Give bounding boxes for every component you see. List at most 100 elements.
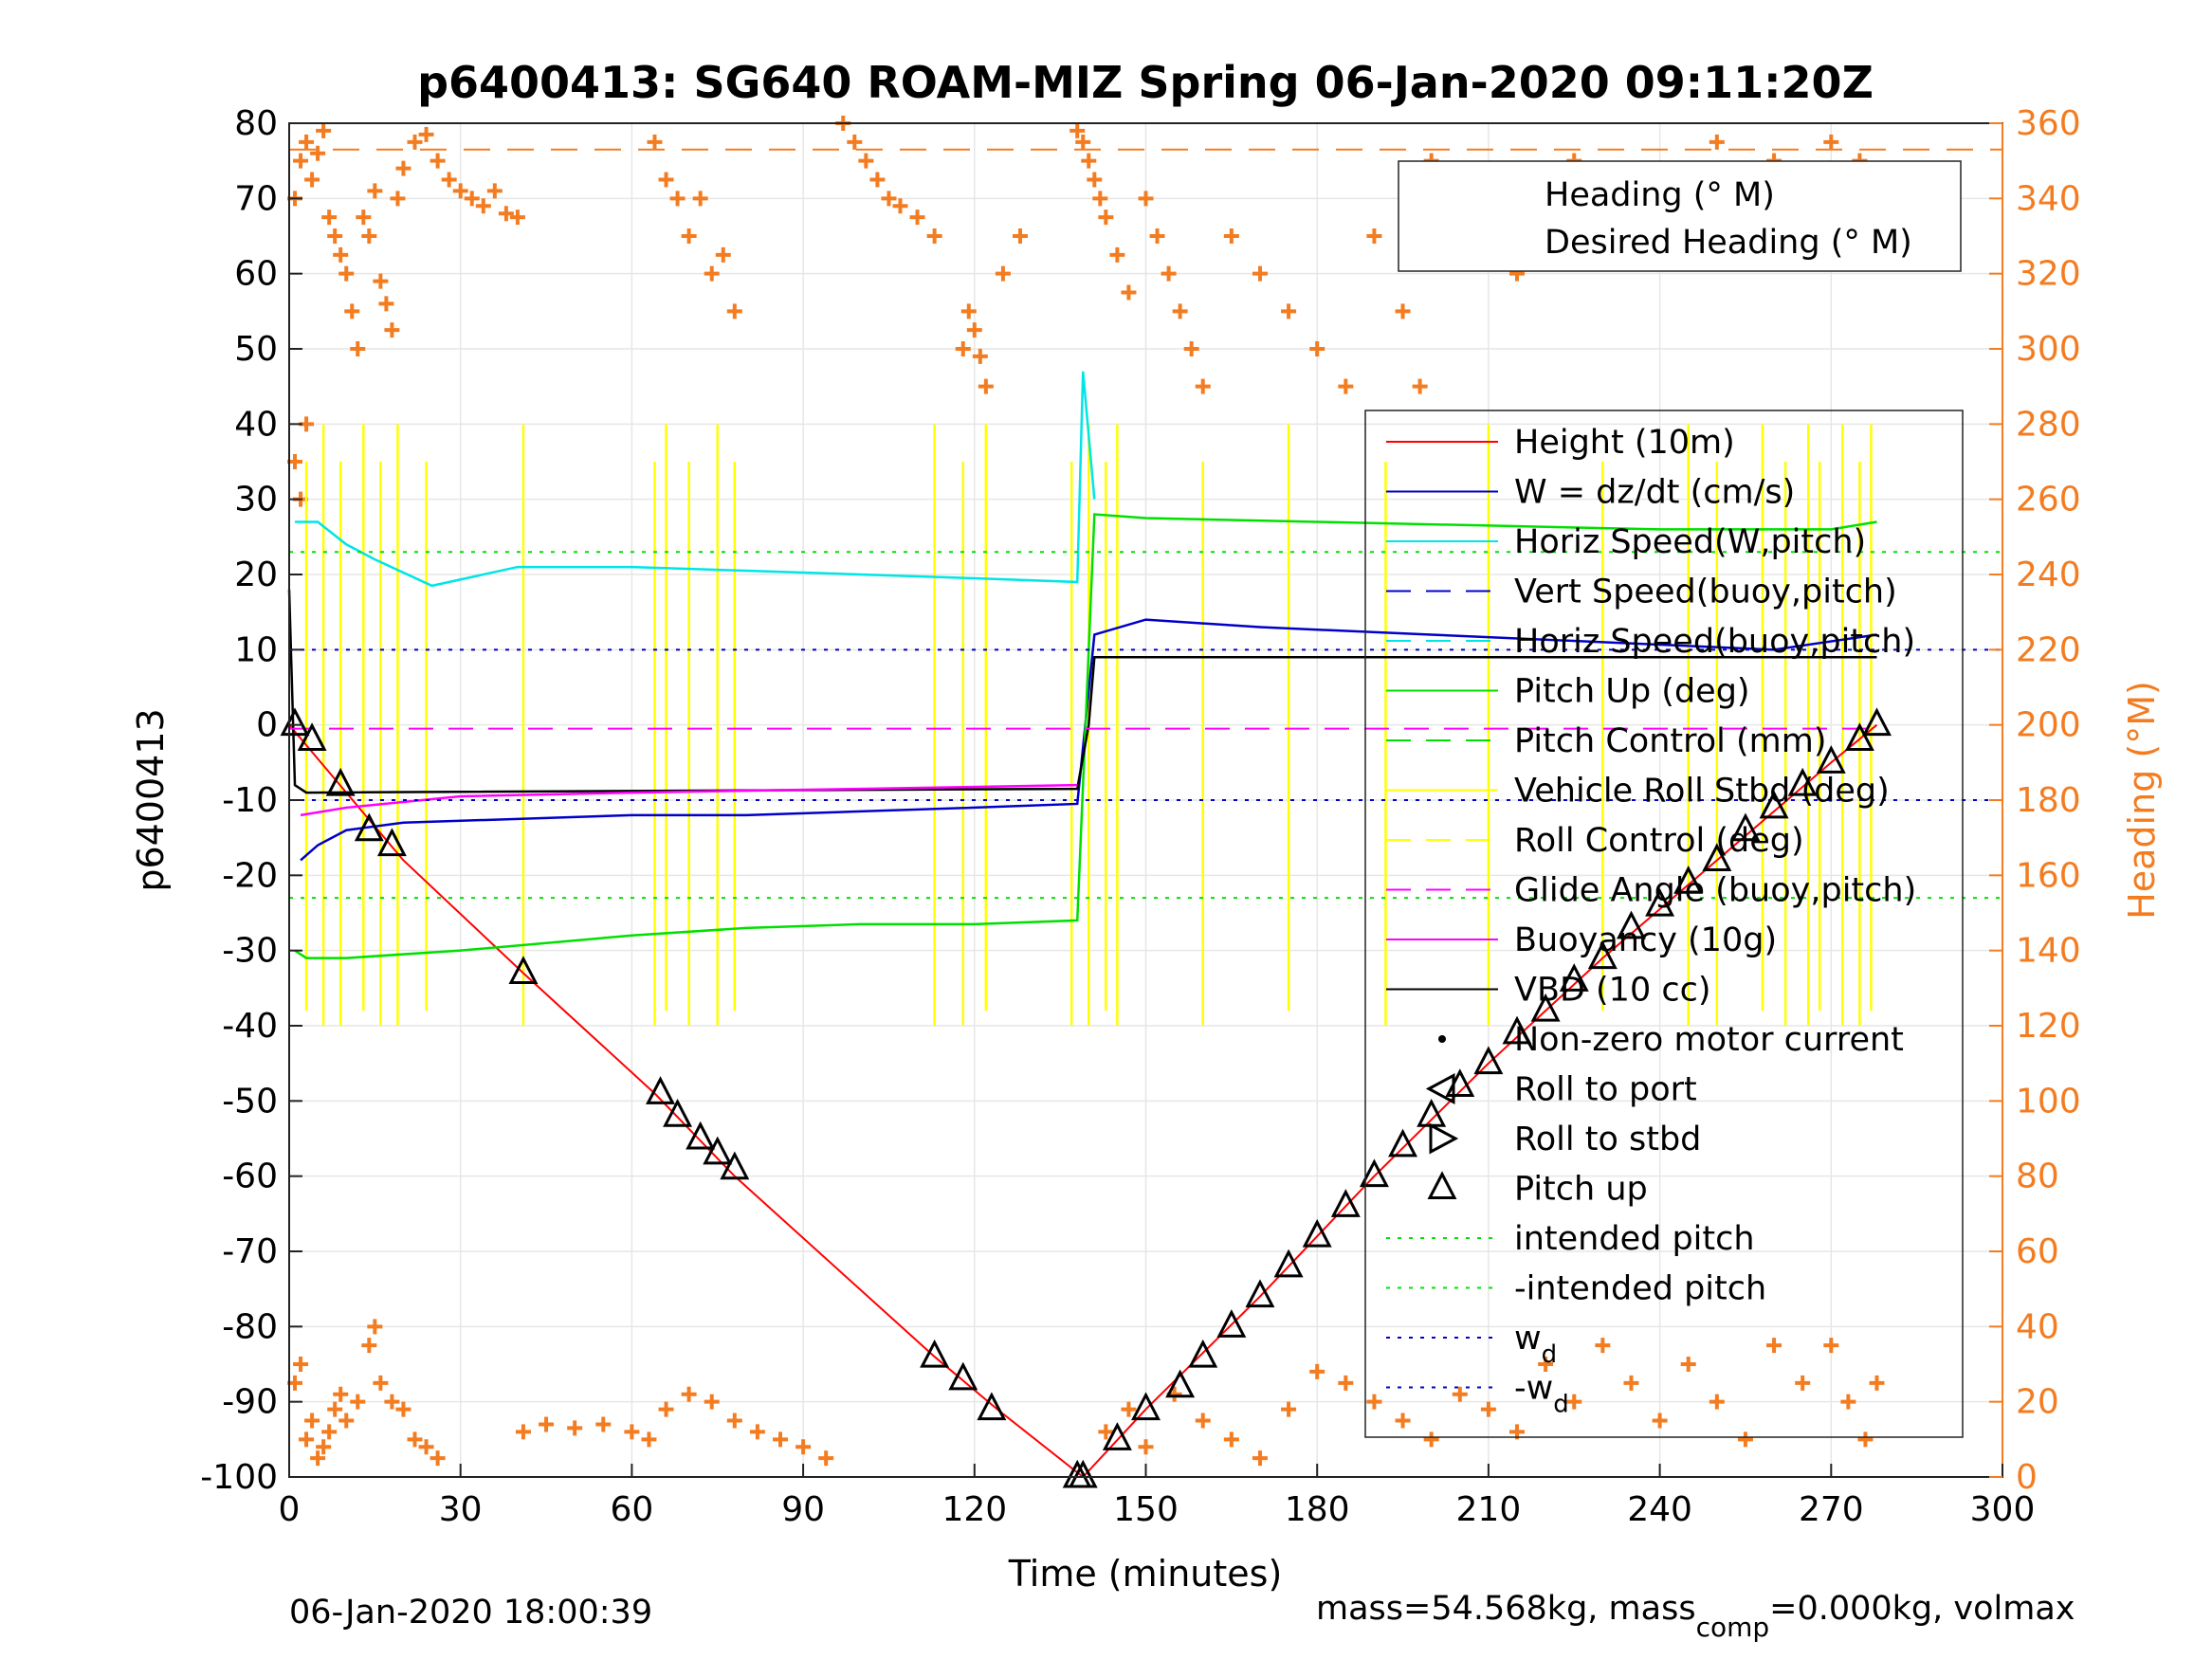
pitch-up-marker: [376, 828, 407, 857]
heading-point: [681, 1386, 697, 1402]
heading-point: [1412, 378, 1428, 394]
heading-point: [395, 1401, 411, 1417]
y2-tick-label: 340: [2016, 179, 2081, 218]
y-tick-label: -80: [222, 1307, 278, 1346]
heading-point: [1595, 1338, 1611, 1354]
legend-symbol: [1427, 1171, 1457, 1199]
heading-point: [1869, 1375, 1885, 1391]
heading-point: [1840, 1394, 1856, 1410]
pitch-up-marker: [1102, 1422, 1132, 1450]
heading-point: [1338, 378, 1354, 394]
heading-point: [378, 296, 394, 312]
heading-point: [441, 172, 457, 188]
heading-point: [367, 183, 383, 199]
heading-point: [892, 198, 908, 214]
pitch-up-marker: [325, 767, 356, 796]
y2-tick-label: 40: [2016, 1307, 2059, 1346]
series-buoyancy-10g-: [300, 783, 1078, 817]
heading-point: [539, 1416, 555, 1432]
heading-point: [1709, 1394, 1725, 1410]
heading-point: [1423, 1431, 1439, 1448]
heading-point: [1366, 228, 1382, 244]
legend-entry: Horiz Speed(buoy,pitch): [1514, 623, 1915, 661]
x-tick-label: 60: [610, 1490, 653, 1529]
legend-entry: Roll to stbd: [1514, 1121, 1701, 1158]
heading-point: [464, 191, 480, 207]
heading-point: [1480, 1401, 1496, 1417]
footer-mass: mass=54.568kg, masscomp=0.000kg, volmax: [1316, 1590, 2075, 1643]
heading-point: [316, 122, 332, 138]
legend-symbol: [1438, 1035, 1446, 1043]
pitch-up-marker: [920, 1339, 950, 1368]
y-tick-label: -70: [222, 1232, 278, 1271]
y2-tick-label: 300: [2016, 330, 2081, 369]
heading-point: [299, 1431, 315, 1448]
legend-entry: Glide Angle (buoy,pitch): [1514, 872, 1916, 910]
legend-entry: Non-zero motor current: [1514, 1021, 1904, 1059]
heading-point: [1623, 1375, 1639, 1391]
y-axis-ticks: 80 70 60 50 40 30 20 10 0 -10 -20 -30 -40 -50 -60 -70 -8…: [200, 104, 302, 1497]
heading-point: [1195, 1413, 1211, 1429]
heading-point: [1309, 1363, 1325, 1379]
legend-entry: Vert Speed(buoy,pitch): [1514, 574, 1897, 611]
legend-desired-heading-entry: Desired Heading (° M): [1545, 224, 1912, 262]
x-tick-label: 180: [1285, 1490, 1350, 1529]
y2-axis-label: Heading (°M): [2121, 681, 2163, 920]
pitch-up-marker: [1559, 963, 1589, 992]
heading-point: [350, 1394, 366, 1410]
heading-point: [304, 172, 320, 188]
heading-point: [321, 1424, 338, 1440]
legend-heading-box: [1398, 160, 1962, 272]
heading-point: [356, 210, 372, 226]
pitch-up-marker: [1502, 1015, 1532, 1045]
heading-point: [515, 1424, 531, 1440]
heading-point: [430, 153, 446, 169]
heading-point: [955, 341, 971, 356]
heading-point: [869, 172, 886, 188]
heading-point: [407, 134, 423, 150]
heading-point: [333, 1386, 349, 1402]
legend-entry: Pitch up: [1514, 1171, 1648, 1209]
y-tick-label: -60: [222, 1158, 278, 1196]
heading-point: [486, 183, 503, 199]
heading-point: [567, 1420, 583, 1436]
series-pitch-up-deg-: [294, 513, 1877, 959]
heading-point: [1121, 284, 1137, 301]
heading-point: [1087, 172, 1103, 188]
heading-point: [1098, 210, 1114, 226]
footer-mass-subscript: comp: [1696, 1612, 1770, 1643]
pitch-up-marker: [297, 722, 327, 752]
x-axis-ticks: 0 30 60 90 120 150 180 210 240 270 300: [279, 1464, 2035, 1529]
x-tick-label: 150: [1113, 1490, 1179, 1529]
pitch-up-marker: [1645, 887, 1675, 917]
pitch-up-marker: [1702, 843, 1732, 871]
heading-point: [350, 341, 366, 356]
y2-tick-label: 180: [2016, 781, 2081, 820]
pitch-up-marker: [1388, 1128, 1418, 1158]
legend-subscript: d: [1542, 1340, 1558, 1369]
y-tick-label: 20: [234, 556, 278, 594]
legend-entry: Roll Control (deg): [1514, 822, 1804, 860]
legend-subscript: d: [1553, 1391, 1569, 1419]
heading-point: [367, 1319, 383, 1335]
heading-point: [1138, 191, 1154, 207]
pitch-up-marker: [1862, 707, 1892, 737]
legend-entry: W = dz/dt (cm/s): [1514, 474, 1795, 512]
pitch-up-marker: [508, 956, 539, 984]
heading-point: [1452, 1386, 1468, 1402]
heading-point: [704, 1394, 720, 1410]
heading-point: [1098, 1424, 1114, 1440]
pitch-up-marker: [354, 812, 384, 842]
y2-tick-label: 20: [2016, 1383, 2059, 1422]
heading-point: [498, 206, 514, 222]
heading-point: [669, 191, 686, 207]
heading-point: [1652, 1413, 1668, 1429]
x-tick-label: 90: [781, 1490, 825, 1529]
heading-point: [1223, 1431, 1239, 1448]
heading-point: [1252, 1450, 1268, 1467]
y2-tick-label: 260: [2016, 481, 2081, 520]
heading-point: [327, 1401, 343, 1417]
heading-point: [681, 228, 697, 244]
heading-point: [384, 322, 400, 338]
